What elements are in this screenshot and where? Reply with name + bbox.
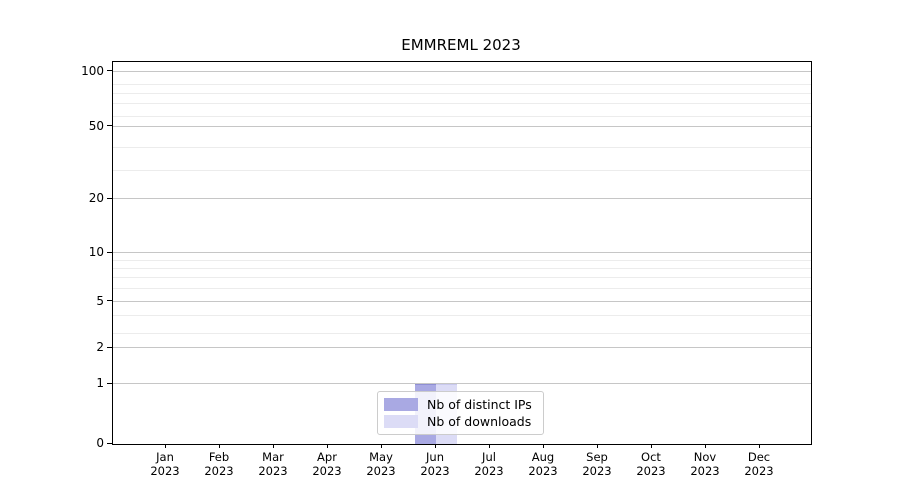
x-tick-mark xyxy=(597,444,598,448)
x-tick-mark xyxy=(489,444,490,448)
x-tick-label: Jan 2023 xyxy=(138,450,192,478)
y-tick-label: 10 xyxy=(88,245,104,259)
chart-title: EMMREML 2023 xyxy=(401,36,521,54)
legend-item-distinct-ips: Nb of distinct IPs xyxy=(384,397,537,412)
x-tick-month-text: Nov xyxy=(693,450,717,464)
y-tick-mark xyxy=(107,346,112,348)
x-tick-month-text: Dec xyxy=(747,450,771,464)
legend-label-downloads: Nb of downloads xyxy=(427,414,532,429)
x-tick-mark xyxy=(273,444,274,448)
y-tick-mark xyxy=(107,70,112,72)
x-tick-mark xyxy=(381,444,382,448)
gridline-major xyxy=(113,252,811,253)
x-tick-year-text: 2023 xyxy=(258,464,288,478)
x-tick-label: Oct 2023 xyxy=(624,450,678,478)
x-tick-month-text: Sep xyxy=(586,450,608,464)
y-tick-mark xyxy=(107,382,112,384)
y-tick-mark xyxy=(107,251,112,253)
legend-label-distinct-ips: Nb of distinct IPs xyxy=(427,397,532,412)
gridline-minor xyxy=(113,277,811,279)
x-tick-year-text: 2023 xyxy=(636,464,666,478)
gridline-minor xyxy=(113,169,811,171)
x-tick-mark xyxy=(651,444,652,448)
gridline-minor xyxy=(113,268,811,270)
x-tick-mark xyxy=(165,444,166,448)
gridline-major xyxy=(113,198,811,200)
y-tick-label: 2 xyxy=(96,340,104,355)
gridline-minor xyxy=(113,315,811,317)
x-tick-label: Dec 2023 xyxy=(732,450,786,478)
plot-area xyxy=(112,61,812,445)
x-tick-year-text: 2023 xyxy=(366,464,396,478)
gridline-minor xyxy=(113,103,811,105)
x-tick-month-text: Mar xyxy=(262,450,284,464)
y-tick-label: 100 xyxy=(81,63,104,78)
gridline-major xyxy=(113,347,811,349)
gridline-major xyxy=(113,300,811,302)
x-tick-mark xyxy=(759,444,760,448)
x-tick-mark xyxy=(705,444,706,448)
y-tick-label: 0 xyxy=(96,436,104,450)
x-tick-year-text: 2023 xyxy=(528,464,558,478)
x-tick-label: Nov 2023 xyxy=(678,450,732,478)
y-tick-label: 20 xyxy=(88,191,104,206)
legend: Nb of distinct IPs Nb of downloads xyxy=(377,391,544,435)
y-tick-label: 50 xyxy=(88,118,104,133)
x-tick-year-text: 2023 xyxy=(312,464,342,478)
x-tick-year-text: 2023 xyxy=(474,464,504,478)
gridline-minor xyxy=(113,259,811,261)
x-tick-month-text: Feb xyxy=(208,450,230,464)
x-tick-label: Mar 2023 xyxy=(246,450,300,478)
y-tick-mark xyxy=(107,442,112,444)
gridline-minor xyxy=(113,287,811,289)
x-tick-year-text: 2023 xyxy=(420,464,450,478)
x-tick-mark xyxy=(219,444,220,448)
x-tick-year-text: 2023 xyxy=(744,464,774,478)
y-tick-mark xyxy=(107,197,112,199)
x-tick-label: Apr 2023 xyxy=(300,450,354,478)
x-tick-label: May 2023 xyxy=(354,450,408,478)
legend-swatch-distinct-ips-icon xyxy=(384,398,418,411)
x-tick-year-text: 2023 xyxy=(690,464,720,478)
x-tick-label: Aug 2023 xyxy=(516,450,570,478)
y-tick-mark xyxy=(107,125,112,127)
gridline-minor xyxy=(113,93,811,95)
x-tick-month-text: Aug xyxy=(531,450,555,464)
x-tick-mark xyxy=(327,444,328,448)
x-tick-month-text: Jan xyxy=(156,450,174,464)
x-tick-label: Feb 2023 xyxy=(192,450,246,478)
x-tick-month-text: Apr xyxy=(317,450,337,464)
x-tick-year-text: 2023 xyxy=(204,464,234,478)
x-tick-label: Jul 2023 xyxy=(462,450,516,478)
x-tick-month-text: Oct xyxy=(641,450,661,464)
legend-item-downloads: Nb of downloads xyxy=(384,414,537,429)
x-tick-label: Sep 2023 xyxy=(570,450,624,478)
x-tick-month-text: Jun xyxy=(426,450,444,464)
x-tick-mark xyxy=(543,444,544,448)
gridline-minor xyxy=(113,147,811,149)
x-tick-month-text: Jul xyxy=(482,450,496,464)
gridline-major xyxy=(113,383,811,385)
x-tick-year-text: 2023 xyxy=(150,464,180,478)
gridline-major xyxy=(113,70,811,72)
x-tick-month-text: May xyxy=(369,450,393,464)
x-tick-label: Jun 2023 xyxy=(408,450,462,478)
y-tick-label: 5 xyxy=(96,293,104,308)
y-tick-mark xyxy=(107,300,112,302)
gridline-major xyxy=(113,125,811,127)
x-tick-mark xyxy=(435,444,436,448)
gridline-minor xyxy=(113,332,811,334)
y-tick-label: 1 xyxy=(96,376,104,391)
x-tick-year-text: 2023 xyxy=(582,464,612,478)
legend-swatch-downloads-icon xyxy=(384,415,418,428)
gridline-minor xyxy=(113,83,811,85)
gridline-minor xyxy=(113,115,811,117)
